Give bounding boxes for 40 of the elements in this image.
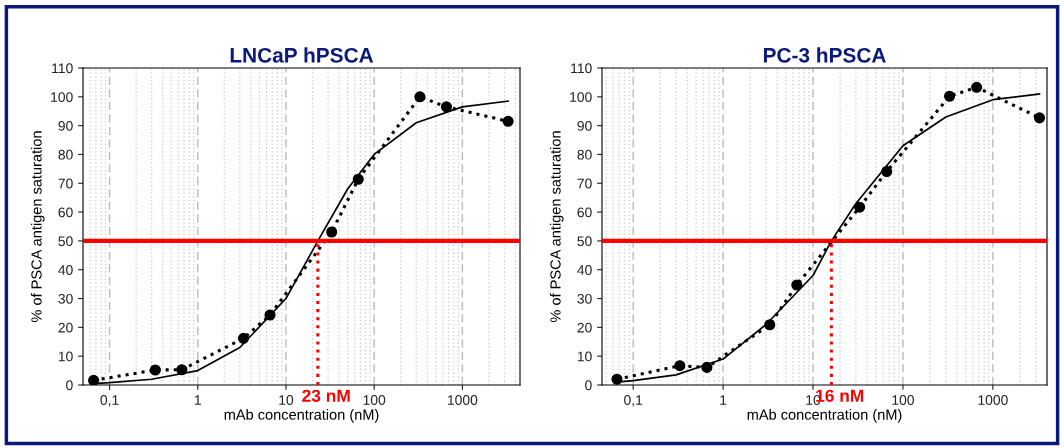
- y-tick-label: 30: [577, 293, 592, 304]
- y-tick-label: 50: [58, 236, 73, 247]
- y-tick-label: 60: [58, 207, 73, 218]
- chart-title: PC-3 hPSCA: [763, 47, 886, 63]
- x-tick-label: 1: [194, 395, 201, 405]
- y-tick-label: 0: [585, 380, 592, 391]
- y-tick-label: 90: [58, 120, 73, 131]
- y-tick-label: 70: [577, 178, 592, 189]
- y-tick-label: 60: [577, 207, 592, 218]
- y-tick-label: 10: [58, 351, 73, 362]
- y-tick-label: 80: [577, 149, 592, 160]
- x-tick-label: 0,1: [100, 395, 119, 407]
- y-tick-label: 90: [577, 120, 592, 131]
- y-tick-label: 30: [58, 293, 73, 304]
- y-tick-label: 0: [66, 380, 73, 391]
- y-tick-label: 70: [58, 178, 73, 189]
- annotation: 23 nM: [302, 389, 350, 402]
- y-tick-label: 110: [52, 63, 73, 74]
- y-tick-label: 10: [577, 351, 592, 362]
- y-tick-label: 20: [58, 322, 73, 333]
- y-tick-label: 100: [570, 92, 592, 102]
- x-tick-label: 1000: [447, 395, 478, 405]
- x-axis-title: mAb concentration (nM): [224, 409, 379, 423]
- y-tick-label: 40: [577, 265, 592, 275]
- y-tick-label: 100: [51, 92, 73, 102]
- y-tick-label: 50: [577, 236, 592, 247]
- x-tick-label: 100: [892, 395, 914, 405]
- x-tick-label: 100: [363, 395, 386, 405]
- y-tick-label: 20: [577, 322, 592, 333]
- chart-title: LNCaP hPSCA: [230, 47, 374, 63]
- x-tick-label: 1: [720, 395, 727, 405]
- y-tick-label: 80: [58, 149, 73, 160]
- y-tick-label: 40: [58, 265, 73, 275]
- y-tick-label: 110: [571, 63, 592, 74]
- y-axis-title: % of PSCA antigen saturation: [30, 131, 45, 323]
- x-tick-label: 10: [279, 395, 294, 405]
- x-tick-label: 0,1: [624, 395, 643, 407]
- y-axis-title: % of PSCA antigen saturation: [549, 131, 564, 323]
- x-axis-title: mAb concentration (nM): [747, 409, 902, 423]
- x-tick-label: 1000: [978, 395, 1008, 405]
